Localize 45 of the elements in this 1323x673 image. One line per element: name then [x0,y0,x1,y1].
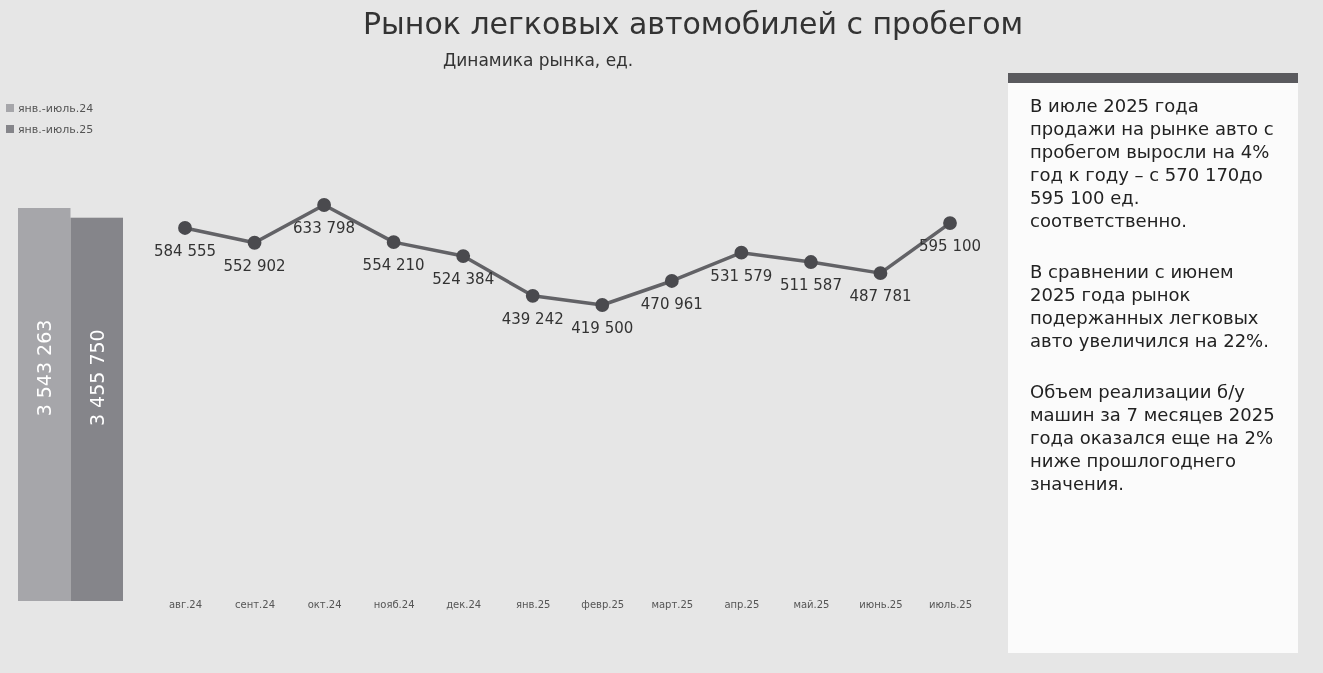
data-label: 554 210 [362,256,425,275]
data-label: 511 587 [779,276,842,295]
data-label: 3 455 750 [85,329,108,427]
point [943,216,957,230]
chart-title: Рынок легковых автомобилей с пробегом [363,6,1024,41]
text: В сравнении с июнем 2025 года рынок подержанных легковых авто увеличился на 22%. [1030,261,1269,351]
point [734,245,749,260]
x-tick-label: авг.24 [168,599,203,611]
point [595,298,610,312]
text: В июле 2025 года продажи на рынке авто с пробегом выросли на 4% год к году – с 570 170до 595 100 ед. соответственно. [1030,95,1274,231]
point [804,255,818,269]
x-tick-label: февр.25 [581,599,625,611]
x-tick-label: май.25 [793,599,830,611]
data-label: 419 500 [571,319,634,337]
x-tick-label: апр.25 [724,599,760,611]
point [664,274,679,288]
legend-label: янв.-июль.24 [18,102,94,115]
data-label: 595 100 [918,237,982,256]
x-tick-label: янв.25 [516,599,551,611]
point [386,235,401,250]
data-label: 584 555 [153,241,217,260]
point [873,266,888,281]
point [317,198,331,212]
data-label: 470 961 [640,294,703,313]
data-label: 487 781 [849,287,912,306]
chart-subtitle: Динамика рынка, ед. [443,50,634,70]
data-label: 3 543 263 [33,319,56,417]
point [525,288,540,303]
data-label: 531 579 [710,266,773,285]
data-label: 633 798 [293,219,356,237]
data-label: 524 384 [432,270,495,289]
x-tick-label: март.25 [651,599,694,611]
legend-label: янв.-июль.25 [18,123,94,136]
data-label: 552 902 [223,256,286,275]
point [247,235,262,250]
point [178,221,192,235]
x-tick-label: июль.25 [928,599,973,611]
x-tick-label: нояб.24 [373,599,415,611]
x-tick-label: сент.24 [235,599,276,611]
point [456,249,471,263]
text: Объем реализации б/у машин за 7 месяцев 2025 года оказался еще на 2% ниже прошлогоднего значения. [1030,381,1275,494]
data-label: 439 242 [501,309,564,328]
x-tick-label: дек.24 [446,599,482,611]
x-tick-label: окт.24 [307,599,342,611]
x-tick-label: июнь.25 [859,599,903,611]
